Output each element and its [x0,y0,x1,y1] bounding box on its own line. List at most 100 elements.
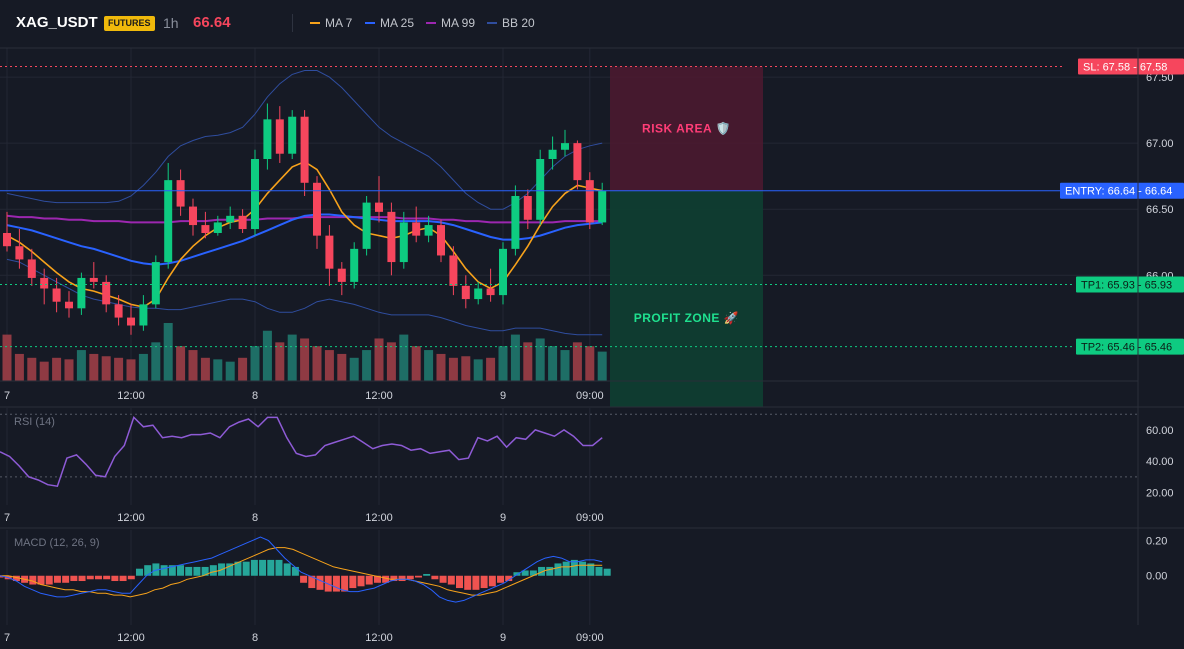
legend-swatch-ma25 [365,21,375,24]
macd-histogram-bar [357,575,365,587]
legend-ma7[interactable]: MA 7 [310,16,352,30]
bb-lower-line [6,258,603,336]
macd-time-label: 09:00 [576,632,604,644]
macd-histogram-bar [242,561,250,576]
volume-bar [436,353,446,381]
rsi-title: RSI (14) [14,416,55,428]
macd-histogram-bar [94,575,102,580]
macd-histogram-bar [201,566,209,576]
price-time-label: 8 [252,390,258,402]
macd-histogram-bar [316,575,324,590]
macd-pane[interactable]: 0.00 0.20 MACD (12, 26, 9) 7 12:00 8 12:00 9 09:… [0,530,1167,644]
entry-label: ENTRY: 66.64 - 66.64 [1065,186,1172,198]
candle-body [313,182,321,236]
price-axis-tick: 67.50 [1146,72,1174,84]
macd-histogram-bar [538,566,546,576]
take-profit-2-tag [1076,338,1184,355]
macd-histogram-bar [595,566,603,576]
volume-bar [64,359,74,381]
macd-histogram-bar [341,575,349,592]
candle-body [536,159,545,220]
rsi-time-label: 12:00 [117,512,145,524]
volume-bar [572,342,582,381]
macd-histogram-bar [373,575,381,583]
candle-body [238,215,247,230]
legend-ma99[interactable]: MA 99 [426,16,475,30]
candle-body [127,317,135,326]
macd-histogram-bar [554,563,562,576]
macd-histogram-bar [127,575,135,580]
bb-upper-line [6,70,603,210]
ma25-line [6,213,603,266]
macd-histogram-bar [78,575,86,582]
candle-body [300,116,309,183]
rsi-time-label: 7 [4,512,10,524]
volume-bar [349,357,359,381]
legend-ma25[interactable]: MA 25 [365,16,414,30]
candle-body [139,304,148,326]
candle-body [27,259,36,278]
macd-histogram-bar [29,575,37,585]
macd-time-label: 12:00 [365,632,393,644]
candle-body [176,180,185,207]
futures-badge: FUTURES [104,16,155,31]
macd-histogram-bar [513,572,521,576]
candle-body [3,233,11,247]
volume-bar [374,338,384,381]
macd-histogram-bar [53,575,61,583]
legend-swatch-bb20 [487,21,497,24]
macd-histogram-bar [111,575,119,582]
volume-bar [585,346,595,381]
candle-body [325,235,334,269]
legend-bb20[interactable]: BB 20 [487,16,535,30]
macd-time-label: 9 [500,632,506,644]
macd-histogram-bar [152,563,160,576]
volume-bar [548,346,558,381]
candle-body [151,262,160,305]
volume-bar [89,353,99,381]
volume-bar [486,357,496,381]
stop-loss-tag [1078,58,1184,75]
rsi-time-label: 09:00 [576,512,604,524]
volume-bar [151,342,161,381]
macd-histogram-bar [300,575,308,583]
volume-bar [101,356,111,381]
macd-histogram-bar [406,575,414,580]
macd-histogram-bar [570,559,578,576]
legend-label-ma99: MA 99 [441,16,476,30]
price-time-label: 12:00 [117,390,145,402]
macd-histogram-bar [398,575,406,582]
rsi-pane[interactable]: 20.00 40.00 60.00 RSI (14) 7 12:00 8 12:00 9 09:0… [0,408,1174,524]
volume-bar [76,350,86,381]
volume-bar [163,323,173,381]
macd-histogram-bar [226,563,234,576]
macd-histogram-bar [579,561,587,576]
candle-body [598,190,607,223]
macd-title: MACD (12, 26, 9) [14,537,100,549]
interval-selector[interactable]: 1h [163,15,179,31]
volume-bar [386,342,396,381]
rsi-axis-tick: 60.00 [1146,425,1174,437]
volume-bar [362,350,372,381]
candle-body [65,301,73,309]
macd-histogram-bar [62,575,70,583]
macd-histogram-bar [0,575,4,578]
candle-body [511,196,520,249]
volume-bar [27,357,37,381]
macd-histogram-bar [234,561,242,576]
volume-bar [262,330,272,381]
macd-histogram-bar [603,568,611,576]
legend-label-ma25: MA 25 [380,16,415,30]
price-time-label: 12:00 [365,390,393,402]
rsi-time-label: 9 [500,512,506,524]
macd-histogram-bar [193,566,201,576]
take-profit-1-tag [1076,276,1184,293]
volume-bar [188,350,198,381]
price-time-label: 9 [500,390,506,402]
volume-bar [225,361,235,381]
candle-body [437,225,445,256]
macd-time-label: 7 [4,632,10,644]
symbol-title[interactable]: XAG_USDT [16,14,98,31]
